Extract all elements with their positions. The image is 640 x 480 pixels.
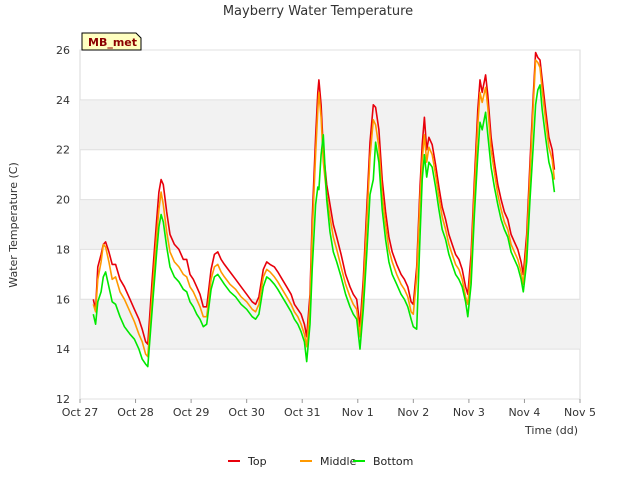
- plot-area: [79, 49, 581, 400]
- x-tick-label: Nov 1: [342, 406, 374, 419]
- legend-label-top: Top: [247, 455, 267, 468]
- y-tick-label: 14: [56, 343, 70, 356]
- y-tick-label: 18: [56, 243, 70, 256]
- y-axis: 12 14 16 18 20 22 24 26: [56, 44, 70, 406]
- chart-title: Mayberry Water Temperature: [223, 4, 413, 19]
- y-tick-label: 20: [56, 194, 70, 207]
- station-tag-box: [81, 32, 142, 51]
- x-tick-label: Nov 4: [508, 406, 540, 419]
- series-line-bottom: [92, 84, 556, 368]
- y-tick-label: 26: [56, 44, 70, 57]
- background-bands: [80, 99, 580, 350]
- series-line-top: [92, 51, 556, 346]
- y-tick-label: 12: [56, 393, 70, 406]
- legend-label-middle: Middle: [320, 455, 357, 468]
- station-tag-label: MB_met: [88, 36, 137, 49]
- x-tick-label: Oct 30: [228, 406, 265, 419]
- series-line-middle: [92, 59, 556, 358]
- y-tick-label: 22: [56, 144, 70, 157]
- x-tick-label: Nov 5: [564, 406, 596, 419]
- background-band: [80, 299, 580, 350]
- x-tick-label: Oct 31: [284, 406, 321, 419]
- legend: Top Middle Bottom: [228, 455, 413, 468]
- x-tick-label: Oct 28: [117, 406, 154, 419]
- series-lines: [92, 51, 556, 368]
- x-tick-label: Oct 27: [62, 406, 99, 419]
- x-axis: Oct 27 Oct 28 Oct 29 Oct 30 Oct 31 Nov 1 Nov 2…: [62, 399, 596, 419]
- x-tick-label: Oct 29: [173, 406, 210, 419]
- x-tick-label: Nov 3: [453, 406, 485, 419]
- legend-label-bottom: Bottom: [373, 455, 413, 468]
- x-tick-label: Nov 2: [397, 406, 429, 419]
- background-band: [80, 99, 580, 150]
- x-axis-title: Time (dd): [524, 424, 578, 437]
- y-axis-title: Water Temperature (C): [7, 162, 20, 287]
- y-tick-label: 24: [56, 94, 70, 107]
- station-tag: MB_met: [81, 32, 142, 51]
- y-tick-label: 16: [56, 293, 70, 306]
